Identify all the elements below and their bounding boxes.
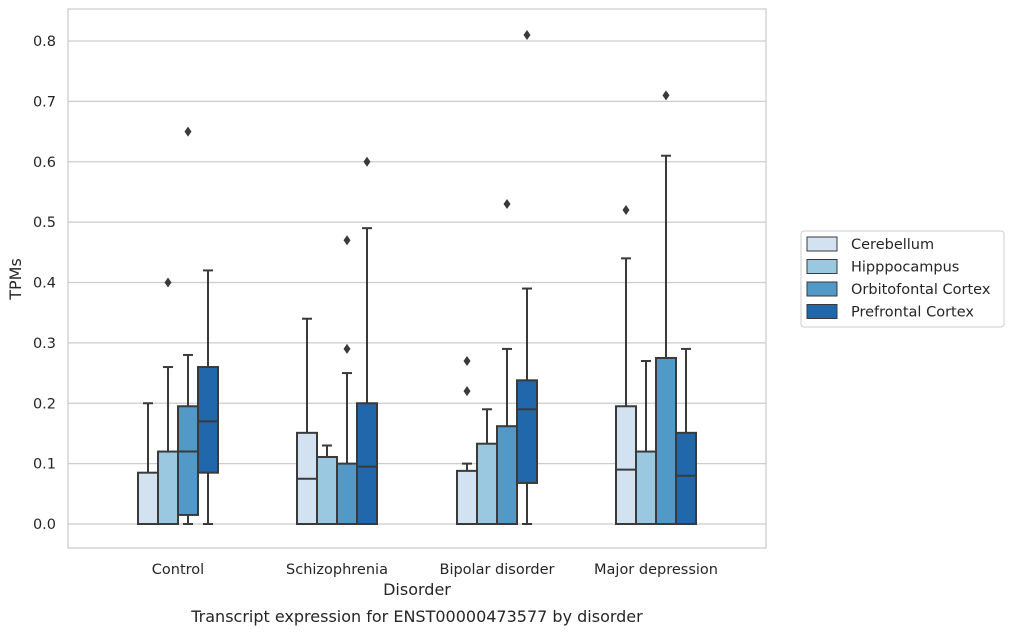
y-tick-label: 0.8	[33, 34, 56, 50]
legend-swatch	[806, 304, 838, 319]
legend-swatch	[806, 259, 838, 274]
outlier-point	[184, 126, 192, 137]
box-group	[476, 408, 498, 526]
box-group	[655, 90, 677, 525]
x-tick-label: Major depression	[594, 562, 718, 578]
box	[635, 450, 657, 525]
x-tick-label: Schizophrenia	[286, 562, 388, 578]
box	[137, 471, 159, 525]
box	[496, 425, 518, 526]
box	[316, 455, 338, 526]
box	[336, 462, 358, 525]
x-tick-label: Control	[152, 562, 204, 578]
y-tick-label: 0.6	[33, 155, 56, 171]
outlier-point	[662, 90, 670, 101]
y-axis-label: TPMs	[6, 258, 25, 301]
chart-caption: Transcript expression for ENST0000047357…	[190, 607, 643, 626]
outlier-point	[463, 355, 471, 366]
outlier-point	[523, 29, 531, 40]
box	[456, 469, 478, 525]
legend-swatch	[806, 281, 838, 297]
box	[655, 356, 677, 525]
outlier-point	[622, 205, 630, 216]
box	[177, 405, 199, 516]
outlier-point	[363, 156, 371, 167]
legend-label: Hipppocampus	[851, 260, 959, 276]
legend-swatch	[806, 236, 838, 252]
legend-frame	[800, 230, 1005, 328]
y-tick-label: 0.3	[33, 336, 56, 352]
box-group	[177, 126, 199, 525]
legend-label: Cerebellum	[851, 237, 934, 253]
legend-label: Orbitofontal Cortex	[851, 282, 991, 298]
legend: Cerebellum Hipppocampus Orbitofontal Corte…	[800, 230, 1005, 328]
box-group	[356, 156, 378, 525]
x-axis-label: Disorder	[383, 580, 451, 599]
box	[356, 402, 378, 525]
outlier-point	[503, 199, 511, 210]
box-group	[137, 402, 159, 525]
box	[516, 379, 538, 484]
y-tick-label: 0.4	[33, 276, 56, 292]
box	[197, 366, 219, 474]
box	[675, 431, 697, 525]
box-plot-series	[137, 29, 697, 526]
box	[157, 450, 179, 525]
box-group	[635, 359, 657, 525]
box-group	[675, 347, 697, 525]
box-group	[516, 29, 538, 525]
box-group	[157, 277, 179, 525]
box-group	[197, 269, 219, 525]
x-tick-label: Bipolar disorder	[440, 562, 555, 578]
y-tick-label: 0.1	[33, 457, 56, 473]
y-tick-label: 0.0	[33, 517, 56, 533]
box	[476, 442, 498, 526]
box-group	[615, 205, 637, 525]
box-group	[316, 444, 338, 526]
y-tick-label: 0.7	[33, 94, 56, 110]
legend-label: Prefrontal Cortex	[851, 305, 974, 321]
y-tick-label: 0.2	[33, 396, 56, 412]
box	[615, 405, 637, 525]
box-group	[456, 355, 478, 525]
outlier-point	[343, 343, 351, 354]
outlier-point	[343, 235, 351, 246]
outlier-point	[164, 277, 172, 288]
plot-frame	[67, 8, 767, 549]
y-tick-label: 0.5	[33, 215, 56, 231]
x-axis-ticks: Control Schizophrenia Bipolar disorder Majo…	[152, 562, 718, 578]
box-group	[296, 317, 318, 525]
outlier-point	[463, 386, 471, 397]
box-group	[496, 199, 518, 526]
y-axis-ticks: 0.0 0.1 0.2 0.3 0.4 0.5 0.6 0.7 0.8	[33, 34, 56, 533]
box-group	[336, 235, 358, 525]
